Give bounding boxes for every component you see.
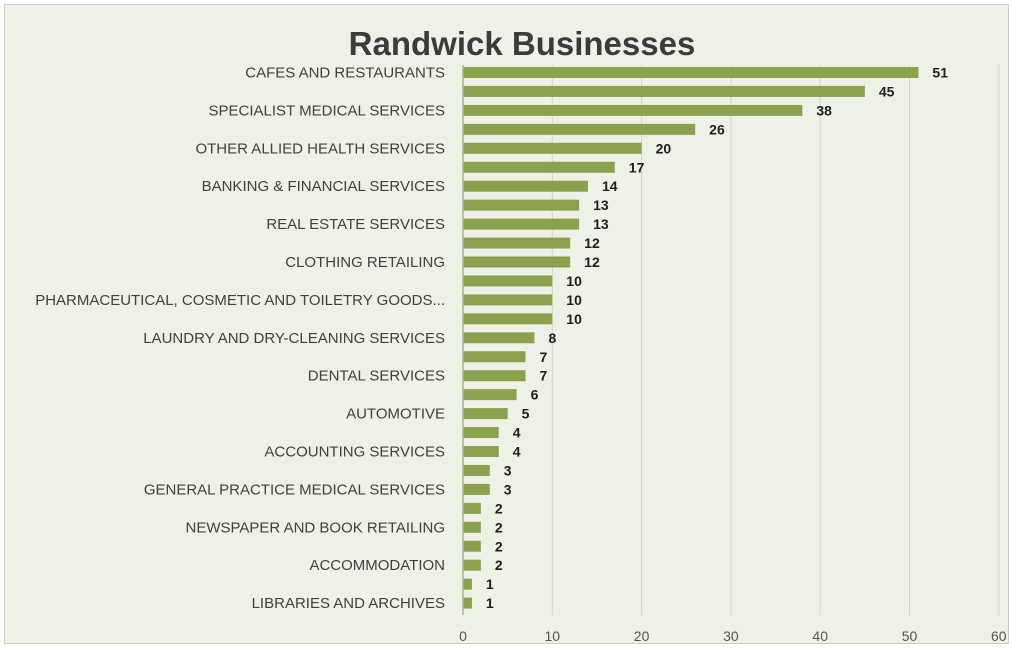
data-label: 12 (584, 235, 600, 251)
bar (463, 294, 553, 306)
data-label: 2 (495, 500, 503, 516)
data-label: 2 (495, 519, 503, 535)
bar (463, 237, 571, 249)
x-tick-labels: 0 10 20 30 40 50 60 (459, 628, 1007, 644)
chart-title: Randwick Businesses (349, 25, 696, 62)
bar (463, 161, 615, 173)
gridlines (551, 65, 1000, 615)
bar (463, 483, 490, 495)
data-label: 7 (540, 349, 548, 365)
data-label: 45 (879, 83, 895, 99)
x-tick-label: 60 (991, 628, 1007, 644)
bar (463, 142, 642, 154)
bar (463, 370, 526, 382)
data-label: 3 (504, 481, 512, 497)
data-label: 38 (816, 102, 832, 118)
x-tick-label: 40 (812, 628, 828, 644)
data-label: 2 (495, 557, 503, 573)
bar (463, 104, 803, 116)
data-label: 20 (656, 140, 672, 156)
bar (463, 389, 517, 401)
bar (463, 180, 589, 192)
category-label: CAFES AND RESTAURANTS (245, 65, 445, 82)
category-label: DENTAL SERVICES (308, 368, 445, 385)
bar-chart: CAFES AND RESTAURANTS SPECIALIST MEDICAL … (35, 25, 1007, 644)
bar (463, 67, 919, 78)
data-label: 1 (486, 576, 494, 592)
data-label: 1 (486, 595, 494, 611)
category-label: PHARMACEUTICAL, COSMETIC AND TOILETRY GO… (35, 292, 445, 309)
data-label: 7 (540, 368, 548, 384)
data-label: 13 (593, 216, 609, 232)
category-label: LAUNDRY AND DRY-CLEANING SERVICES (143, 330, 445, 347)
bar (463, 502, 481, 514)
bar (463, 446, 499, 457)
data-label: 14 (602, 178, 618, 194)
bar (463, 85, 865, 97)
bar (463, 578, 472, 590)
data-label: 6 (531, 387, 539, 403)
data-label: 10 (566, 292, 582, 308)
data-label: 17 (629, 159, 645, 175)
bar (463, 218, 580, 230)
bar (463, 559, 481, 571)
x-tick-label: 30 (723, 628, 739, 644)
data-label: 12 (584, 254, 600, 270)
bar (463, 351, 526, 363)
bar (463, 275, 553, 287)
data-label: 10 (566, 273, 582, 289)
bar (463, 540, 481, 552)
category-label: ACCOUNTING SERVICES (264, 444, 445, 461)
category-label: SPECIALIST MEDICAL SERVICES (209, 102, 445, 119)
x-tick-label: 0 (459, 628, 467, 644)
category-labels: CAFES AND RESTAURANTS SPECIALIST MEDICAL … (35, 65, 445, 613)
value-labels: 5145382620171413131212101010877654433222… (486, 65, 948, 612)
data-label: 2 (495, 538, 503, 554)
bar (463, 427, 499, 439)
bar (463, 123, 696, 135)
data-label: 26 (709, 121, 725, 137)
data-label: 5 (522, 406, 530, 422)
category-label: REAL ESTATE SERVICES (266, 216, 445, 233)
x-tick-label: 10 (545, 628, 561, 644)
bar (463, 464, 490, 476)
data-label: 51 (932, 65, 948, 81)
x-tick-label: 50 (902, 628, 918, 644)
data-label: 13 (593, 197, 609, 213)
category-label: GENERAL PRACTICE MEDICAL SERVICES (144, 481, 445, 498)
category-label: ACCOMMODATION (309, 557, 445, 574)
category-label: CLOTHING RETAILING (285, 254, 445, 271)
category-label: BANKING & FINANCIAL SERVICES (202, 178, 445, 195)
category-label: NEWSPAPER AND BOOK RETAILING (186, 519, 446, 536)
bar (463, 597, 472, 609)
data-label: 4 (513, 425, 521, 441)
bar (463, 313, 553, 325)
bar (463, 199, 580, 211)
data-label: 8 (548, 330, 556, 346)
data-label: 10 (566, 311, 582, 327)
category-label: LIBRARIES AND ARCHIVES (252, 595, 445, 612)
bar (463, 521, 481, 533)
category-label: AUTOMOTIVE (346, 406, 445, 423)
data-label: 4 (513, 444, 521, 460)
data-label: 3 (504, 462, 512, 478)
bar (463, 256, 571, 268)
bar (463, 408, 508, 420)
x-tick-label: 20 (634, 628, 650, 644)
bar (463, 332, 535, 344)
chart-frame: CAFES AND RESTAURANTS SPECIALIST MEDICAL … (4, 4, 1009, 644)
category-label: OTHER ALLIED HEALTH SERVICES (195, 140, 445, 157)
bars (463, 67, 919, 609)
